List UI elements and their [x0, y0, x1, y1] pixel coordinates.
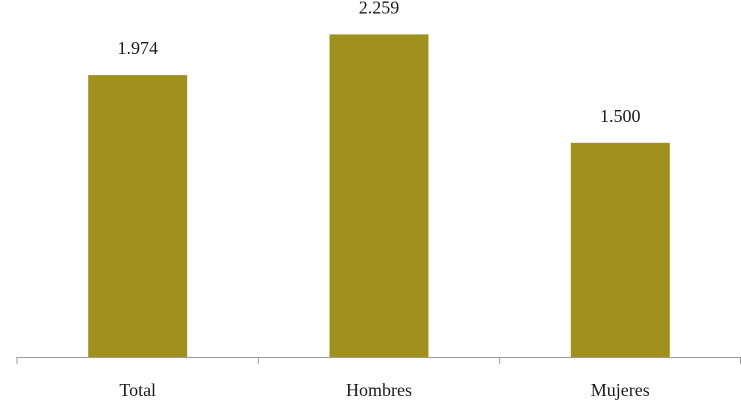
value-label-mujeres: 1.500: [600, 106, 641, 126]
value-label-hombres: 2.259: [359, 0, 400, 17]
x-axis: [16, 357, 741, 364]
bars-layer: [88, 34, 670, 358]
bar-hombres: [329, 34, 429, 358]
category-label-hombres: Hombres: [346, 380, 412, 400]
category-label-total: Total: [119, 380, 156, 400]
bar-mujeres: [570, 142, 670, 357]
category-labels-layer: Total Hombres Mujeres: [119, 380, 649, 400]
bar-total: [88, 75, 188, 357]
category-label-mujeres: Mujeres: [591, 380, 650, 400]
value-labels-layer: 1.974 2.259 1.500: [117, 0, 640, 126]
value-label-total: 1.974: [117, 38, 158, 58]
